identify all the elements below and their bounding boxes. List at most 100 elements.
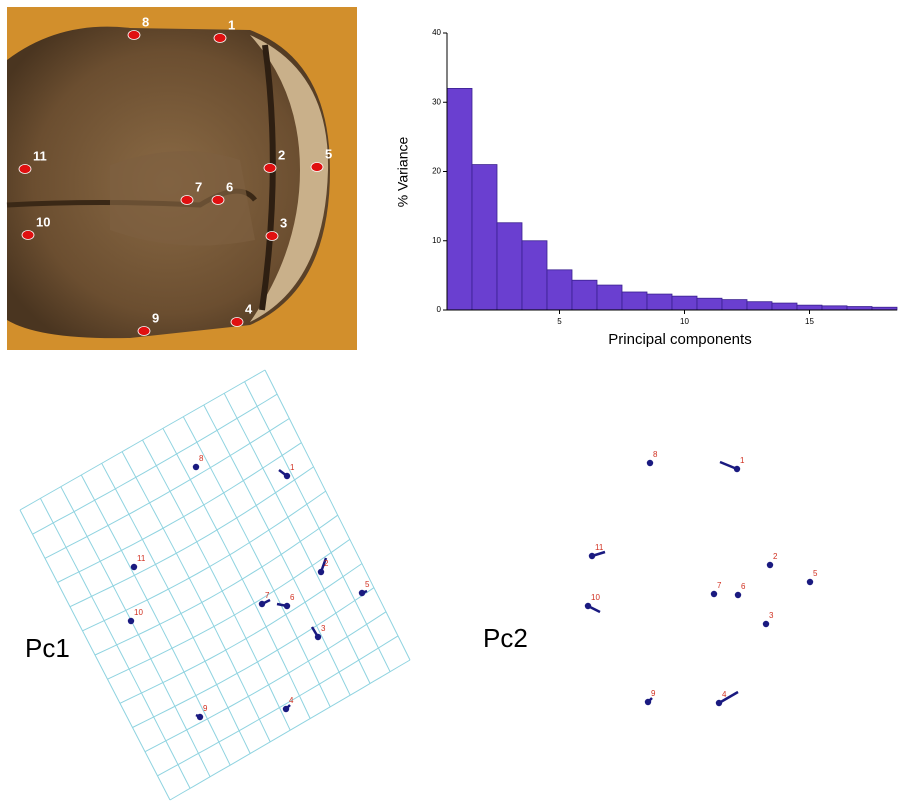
landmark	[131, 564, 137, 570]
y-tick-label: 20	[432, 167, 441, 176]
grid-line	[58, 443, 302, 583]
landmark	[19, 165, 31, 174]
grid-line	[204, 405, 350, 695]
grid-line	[170, 660, 410, 800]
landmark-label: 6	[290, 593, 295, 602]
landmark-label: 7	[717, 581, 722, 590]
landmark	[359, 590, 365, 596]
x-tick-label: 10	[680, 317, 689, 326]
bar	[597, 285, 622, 310]
landmark	[231, 318, 243, 327]
landmark-label: 11	[33, 148, 47, 163]
figure: % Variance Principal components Pc1 Pc2 …	[0, 0, 901, 802]
landmark-label: 3	[280, 215, 287, 230]
landmark-label: 2	[278, 147, 285, 162]
landmark-label: 7	[265, 591, 270, 600]
landmark-label: 9	[152, 310, 159, 325]
grid-line	[224, 393, 370, 683]
y-tick-label: 0	[437, 305, 442, 314]
bar	[647, 294, 672, 310]
landmark	[214, 34, 226, 43]
landmark	[315, 634, 321, 640]
bar	[472, 165, 497, 310]
photo	[7, 7, 357, 350]
panel-title: Pc2	[483, 623, 528, 653]
landmark-label: 3	[321, 624, 326, 633]
landmark	[128, 31, 140, 40]
landmark-label: 6	[741, 582, 746, 591]
landmark-label: 10	[36, 214, 50, 229]
landmark-label: 5	[325, 146, 332, 161]
y-tick-label: 10	[432, 236, 441, 245]
x-axis-label: Principal components	[608, 331, 751, 348]
grid-line	[183, 417, 330, 707]
landmark	[212, 196, 224, 205]
landmark	[193, 464, 199, 470]
bar	[547, 270, 572, 310]
landmark	[807, 579, 813, 585]
bar	[747, 302, 772, 310]
y-tick-label: 40	[432, 28, 441, 37]
landmark	[767, 562, 773, 568]
landmark	[589, 553, 595, 559]
landmark	[645, 699, 651, 705]
x-tick-label: 15	[805, 317, 814, 326]
landmark-label: 8	[142, 14, 149, 29]
bar	[772, 303, 797, 310]
landmark	[181, 196, 193, 205]
landmark	[711, 591, 717, 597]
bar	[447, 88, 472, 310]
bar	[797, 305, 822, 310]
landmark	[735, 592, 741, 598]
landmark	[138, 327, 150, 336]
landmark	[259, 601, 265, 607]
grid-line	[45, 419, 289, 559]
y-axis-label: % Variance	[395, 137, 411, 208]
landmark-label: 5	[813, 569, 818, 578]
landmark	[283, 706, 289, 712]
landmark-label: 1	[290, 463, 295, 472]
landmark	[647, 460, 653, 466]
landmark-label: 10	[591, 593, 600, 602]
bar	[822, 306, 847, 310]
landmark	[763, 621, 769, 627]
grid-line	[163, 428, 310, 718]
landmark	[197, 714, 203, 720]
bar	[697, 298, 722, 310]
bar	[847, 307, 872, 310]
landmark-label: 5	[365, 580, 370, 589]
landmark-label: 11	[595, 543, 604, 552]
landmark	[318, 569, 324, 575]
landmark	[264, 164, 276, 173]
landmark	[266, 232, 278, 241]
bar	[522, 241, 547, 310]
grid-line	[158, 636, 399, 776]
landmark	[22, 231, 34, 240]
landmark-label: 9	[651, 689, 656, 698]
grid-line	[145, 612, 386, 752]
bar	[722, 300, 747, 310]
landmark-label: 6	[226, 179, 233, 194]
landmark	[585, 603, 591, 609]
landmark-label: 10	[134, 608, 143, 617]
landmark-label: 2	[324, 559, 329, 568]
landmark-label: 1	[228, 17, 235, 32]
landmark	[128, 618, 134, 624]
landmark-label: 8	[653, 450, 658, 459]
bar	[497, 223, 522, 310]
panel-title: Pc1	[25, 633, 70, 663]
landmark-label: 1	[740, 456, 745, 465]
grid-line	[83, 491, 326, 631]
grid-line	[95, 515, 338, 655]
y-tick-label: 30	[432, 97, 441, 106]
grid-line	[70, 467, 314, 607]
landmark-label: 4	[722, 690, 727, 699]
landmark-label: 9	[203, 704, 208, 713]
bar	[622, 292, 647, 310]
landmark	[284, 473, 290, 479]
landmark	[284, 603, 290, 609]
landmark-label: 3	[769, 611, 774, 620]
landmark-label: 4	[289, 696, 294, 705]
x-tick-label: 5	[557, 317, 562, 326]
grid-line	[120, 564, 362, 704]
